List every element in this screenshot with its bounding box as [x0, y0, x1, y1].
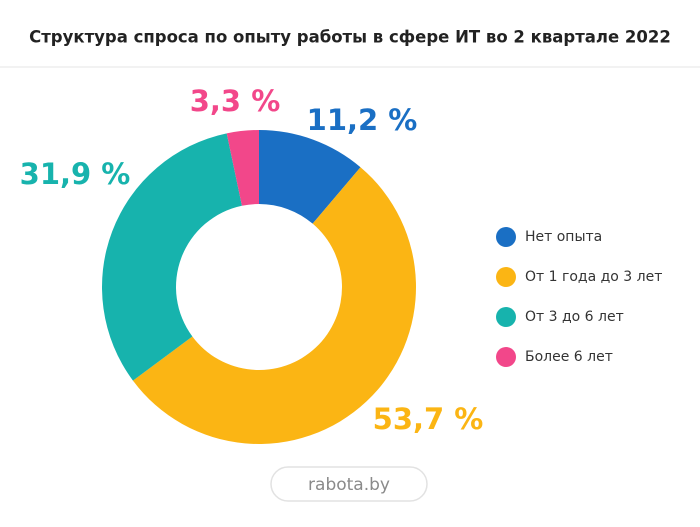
- legend-marker: [496, 267, 516, 287]
- value-label: 31,9 %: [20, 157, 131, 191]
- legend-label: Нет опыта: [525, 229, 602, 245]
- value-label: 11,2 %: [307, 103, 418, 137]
- legend-label: От 3 до 6 лет: [525, 309, 624, 325]
- source: rabota.by: [308, 475, 390, 495]
- value-label: 53,7 %: [373, 402, 484, 436]
- donut-segment: [259, 130, 361, 224]
- source-pill: [270, 466, 428, 502]
- legend-marker: [496, 347, 516, 367]
- legend-marker: [496, 227, 516, 247]
- chart-title: Структура спроса по опыту работы в сфере…: [29, 28, 671, 47]
- value-label: 3,3 %: [190, 84, 281, 118]
- legend-label: От 1 года до 3 лет: [525, 269, 662, 285]
- donut-segment: [226, 130, 259, 206]
- donut-segment: [132, 167, 416, 445]
- donut-segment: [101, 133, 242, 381]
- legend-marker: [496, 307, 516, 327]
- legend-label: Более 6 лет: [525, 349, 613, 365]
